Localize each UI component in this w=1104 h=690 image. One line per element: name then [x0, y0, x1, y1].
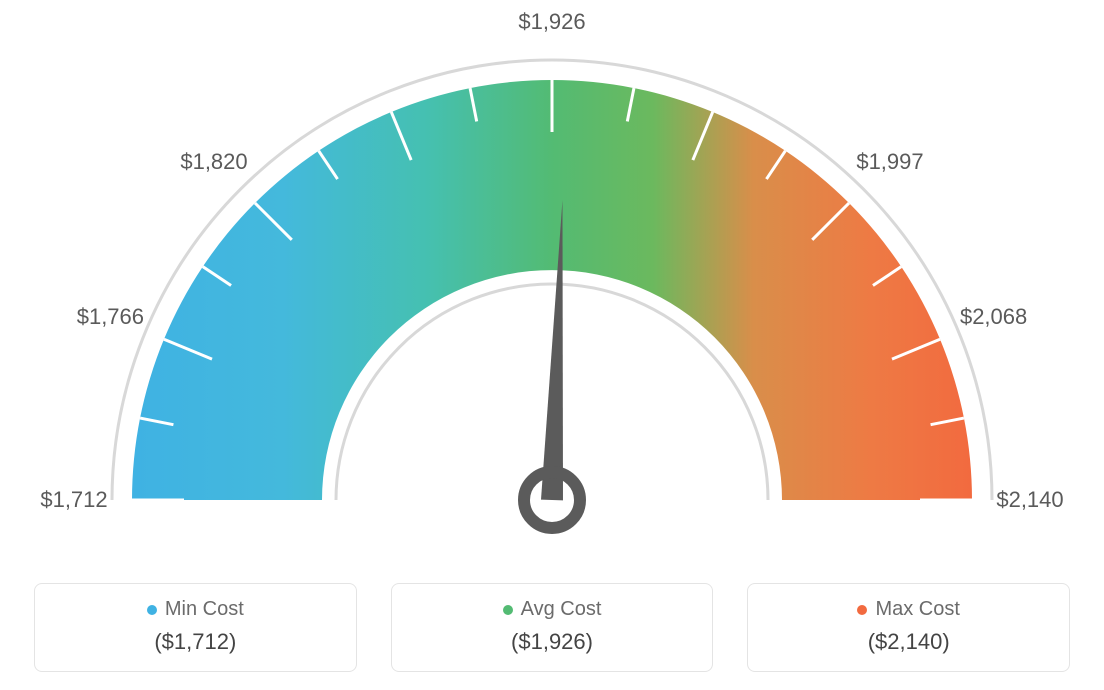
legend-avg-label: Avg Cost	[521, 598, 602, 621]
gauge-tick-label: $1,926	[518, 9, 585, 35]
gauge-tick-label: $1,712	[40, 487, 107, 513]
legend-min-label: Min Cost	[165, 598, 244, 621]
legend-row: Min Cost ($1,712) Avg Cost ($1,926) Max …	[0, 583, 1104, 672]
cost-gauge: $1,712 $1,766 $1,820 $1,926 $1,997 $2,068 $2,1…	[0, 0, 1104, 560]
legend-avg-value: ($1,926)	[400, 629, 705, 655]
legend-max-label: Max Cost	[875, 598, 959, 621]
gauge-tick-label: $2,140	[996, 487, 1063, 513]
legend-avg-dot	[503, 605, 513, 615]
legend-avg-card: Avg Cost ($1,926)	[391, 583, 714, 672]
legend-min-value: ($1,712)	[43, 629, 348, 655]
gauge-tick-label: $1,997	[856, 149, 923, 175]
legend-max-card: Max Cost ($2,140)	[747, 583, 1070, 672]
legend-min-card: Min Cost ($1,712)	[34, 583, 357, 672]
gauge-tick-label: $2,068	[960, 304, 1027, 330]
legend-max-dot	[857, 605, 867, 615]
legend-min-dot	[147, 605, 157, 615]
gauge-tick-label: $1,820	[180, 149, 247, 175]
gauge-tick-label: $1,766	[77, 304, 144, 330]
legend-max-value: ($2,140)	[756, 629, 1061, 655]
gauge-svg	[0, 0, 1104, 560]
